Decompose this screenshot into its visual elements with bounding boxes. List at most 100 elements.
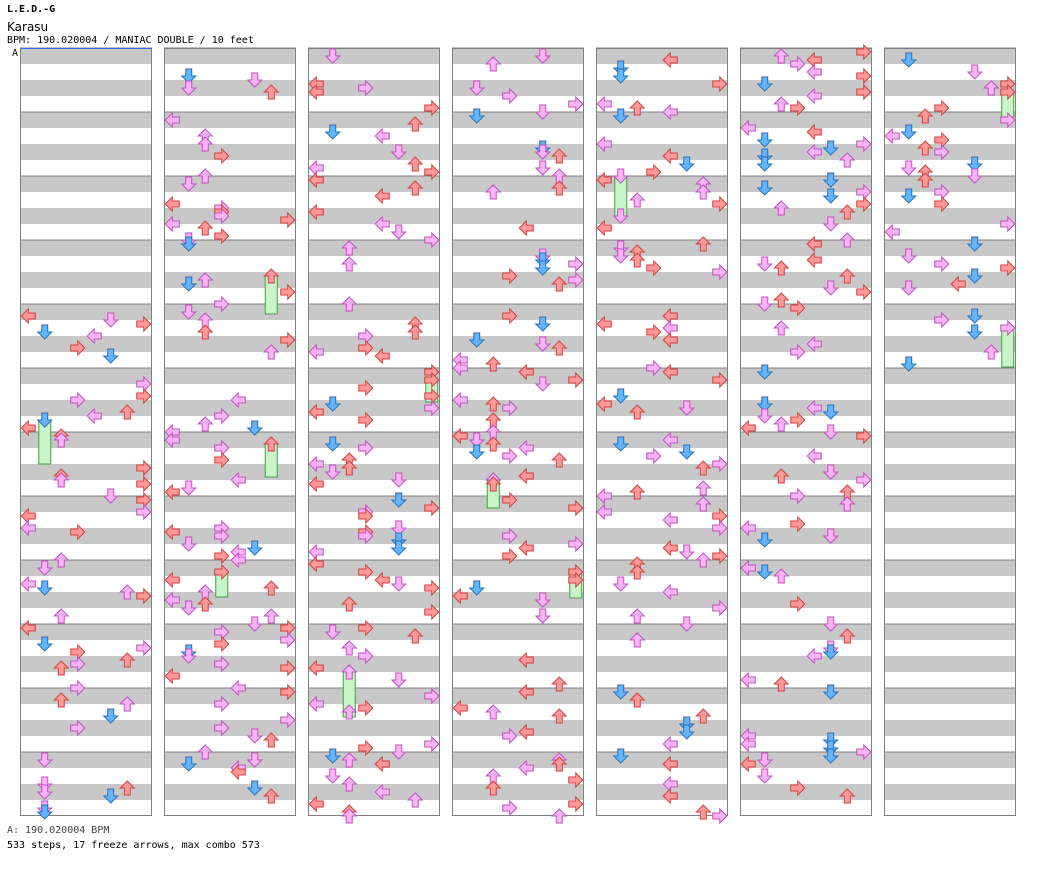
step-arrow [568, 371, 584, 389]
step-arrow [102, 708, 119, 724]
beat-stripe [20, 464, 152, 480]
step-arrow [424, 399, 440, 417]
step-arrow [164, 195, 180, 213]
step-arrow [773, 676, 790, 692]
beat-stripe [596, 464, 728, 480]
beat-stripe [164, 688, 296, 704]
step-arrow [502, 527, 518, 545]
step-arrow [308, 795, 324, 813]
step-arrow [263, 580, 280, 596]
step-arrow [790, 515, 806, 533]
beat-stripe [20, 272, 152, 288]
step-arrow [246, 616, 263, 632]
beat-stripe [164, 784, 296, 800]
step-arrow [756, 296, 773, 312]
chart-stats: 533 steps, 17 freeze arrows, max combo 5… [7, 840, 260, 851]
step-arrow [695, 552, 712, 568]
step-arrow [324, 124, 341, 140]
beat-stripe [596, 688, 728, 704]
step-arrow [518, 363, 534, 381]
step-arrow [180, 304, 197, 320]
step-arrow [662, 583, 678, 601]
step-arrow [308, 403, 324, 421]
step-arrow [917, 172, 934, 188]
step-arrow [390, 744, 407, 760]
step-arrow [790, 99, 806, 117]
step-arrow [424, 735, 440, 753]
step-arrow [568, 255, 584, 273]
step-arrow [485, 356, 502, 372]
step-arrow [695, 480, 712, 496]
step-arrow [806, 235, 822, 253]
step-arrow [790, 779, 806, 797]
chart-column-frame [164, 48, 296, 816]
step-arrow [756, 76, 773, 92]
step-arrow [263, 608, 280, 624]
step-arrow [164, 483, 180, 501]
step-arrow [280, 659, 296, 677]
beat-stripe [20, 368, 152, 384]
beat-stripe [596, 272, 728, 288]
step-arrow [822, 464, 839, 480]
beat-stripe [740, 624, 872, 640]
step-arrow [822, 172, 839, 188]
step-arrow [712, 547, 728, 565]
beat-stripe [452, 432, 584, 448]
step-arrow [358, 411, 374, 429]
beat-stripe [20, 496, 152, 512]
beat-stripe [596, 208, 728, 224]
step-arrow [712, 263, 728, 281]
beat-stripe [596, 336, 728, 352]
step-arrow [214, 227, 230, 245]
step-arrow [36, 412, 53, 428]
step-arrow [341, 752, 358, 768]
step-arrow [806, 399, 822, 417]
step-arrow [806, 251, 822, 269]
step-arrow [839, 268, 856, 284]
step-arrow [263, 84, 280, 100]
beat-stripe [452, 368, 584, 384]
step-arrow [102, 488, 119, 504]
step-arrow [86, 407, 102, 425]
step-arrow [136, 315, 152, 333]
step-arrow [358, 563, 374, 581]
step-arrow [20, 619, 36, 637]
step-arrow [900, 124, 917, 140]
step-arrow [856, 427, 872, 445]
step-arrow [551, 676, 568, 692]
step-arrow [280, 711, 296, 729]
step-arrow [407, 116, 424, 132]
step-arrow [518, 651, 534, 669]
step-arrow [502, 87, 518, 105]
step-arrow [214, 655, 230, 673]
step-arrow [551, 708, 568, 724]
step-arrow [518, 539, 534, 557]
beat-stripe [20, 624, 152, 640]
beat-stripe [740, 720, 872, 736]
step-arrow [197, 324, 214, 340]
step-arrow [119, 404, 136, 420]
step-arrow [136, 387, 152, 405]
step-arrow [806, 335, 822, 353]
step-arrow [773, 48, 790, 64]
step-arrow [983, 344, 1000, 360]
step-arrow [485, 704, 502, 720]
step-arrow [70, 679, 86, 697]
beat-stripe [740, 400, 872, 416]
beat-stripe [596, 720, 728, 736]
step-arrow [568, 95, 584, 113]
beat-stripe [884, 592, 1016, 608]
step-arrow [662, 511, 678, 529]
step-arrow [424, 99, 440, 117]
step-arrow [136, 459, 152, 477]
step-arrow [629, 404, 646, 420]
step-arrow [164, 571, 180, 589]
beat-stripe [308, 304, 440, 320]
step-arrow [822, 140, 839, 156]
beat-stripe [20, 720, 152, 736]
beat-stripe [452, 496, 584, 512]
step-arrow [308, 659, 324, 677]
step-arrow [36, 752, 53, 768]
beat-stripe [596, 368, 728, 384]
